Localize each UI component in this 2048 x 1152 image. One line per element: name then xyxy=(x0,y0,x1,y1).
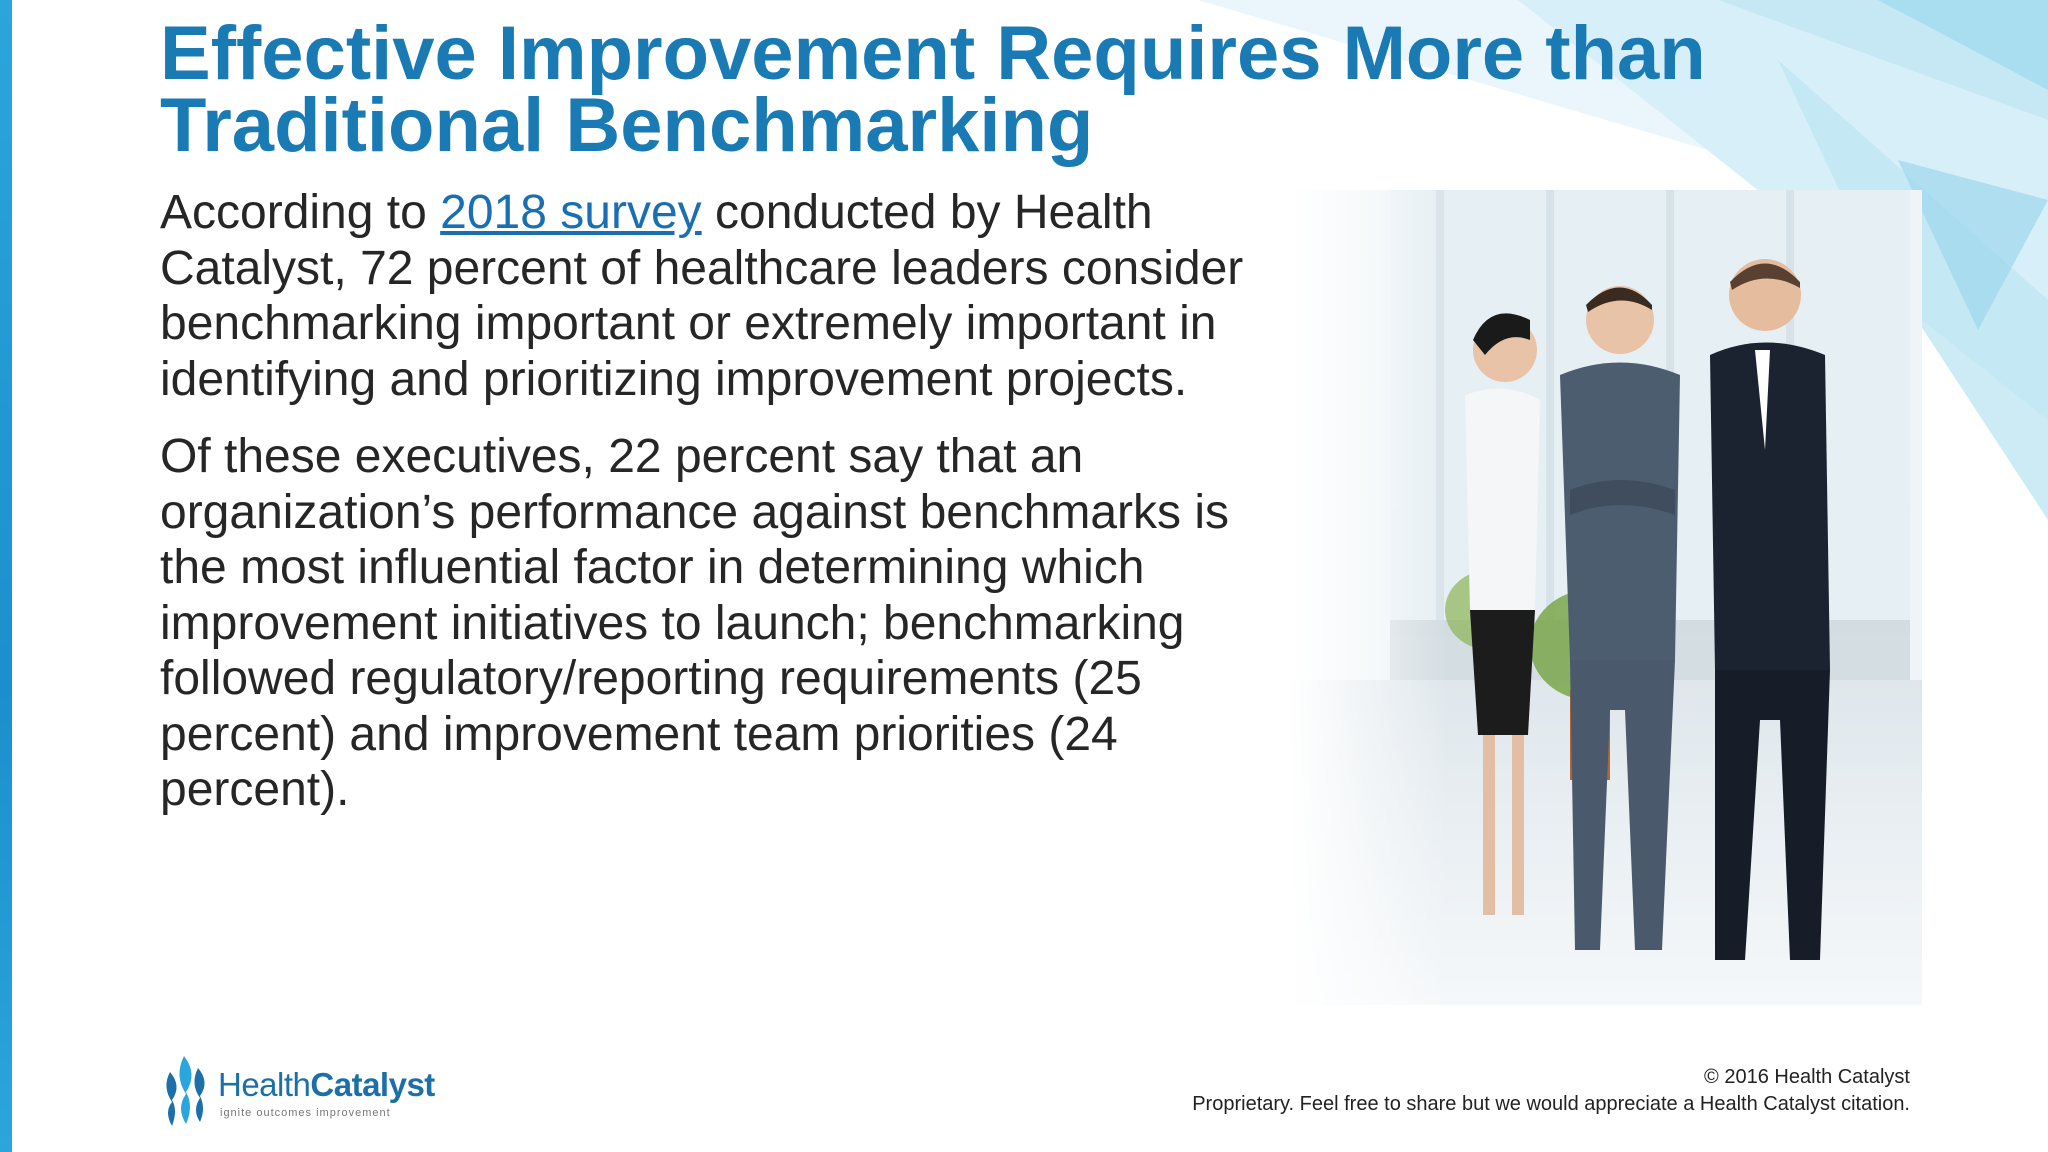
logo-name-health: Health xyxy=(218,1066,311,1103)
business-people-photo xyxy=(1290,190,1922,1005)
title-line-2: Traditional Benchmarking xyxy=(160,83,1094,168)
slide-body: According to 2018 survey conducted by He… xyxy=(160,185,1280,840)
paragraph-survey: According to 2018 survey conducted by He… xyxy=(160,185,1280,407)
paragraph-survey-lead: According to xyxy=(160,186,441,239)
logo-name-catalyst: Catalyst xyxy=(310,1066,435,1103)
slide-title: Effective Improvement Requires More than… xyxy=(160,11,1760,168)
title-line-1: Effective Improvement Requires More than xyxy=(160,11,1706,96)
paragraph-executives: Of these executives, 22 percent say that… xyxy=(160,430,1230,816)
footer-proprietary: Proprietary. Feel free to share but we w… xyxy=(1192,1093,1910,1115)
footer-notice: © 2016 Health Catalyst Proprietary. Feel… xyxy=(1192,1064,1910,1118)
paragraph-survey-rest: conducted by Health Catalyst, 72 percent… xyxy=(160,186,1244,406)
logo-tagline: ignite outcomes improvement xyxy=(220,1107,391,1119)
flame-logo-icon xyxy=(166,1056,205,1126)
logo-wordmark: HealthCatalyst xyxy=(218,1066,435,1104)
health-catalyst-logo: HealthCatalyst ignite outcomes improveme… xyxy=(160,1052,460,1130)
survey-link[interactable]: 2018 survey xyxy=(440,186,702,239)
left-accent-bar xyxy=(0,0,12,1152)
footer-copyright: © 2016 Health Catalyst xyxy=(1704,1066,1910,1088)
